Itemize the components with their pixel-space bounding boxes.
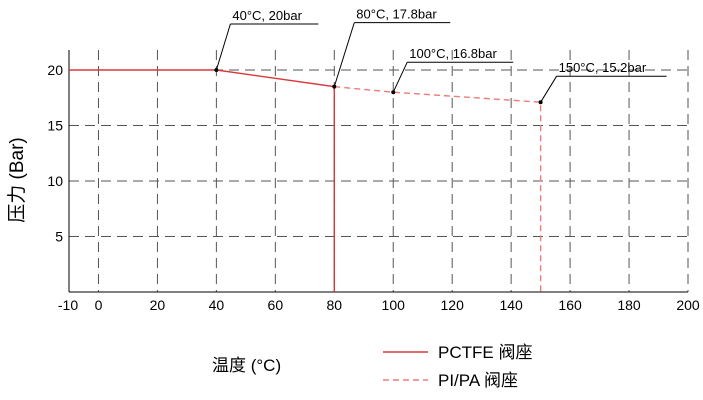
x-tick-label: 160 xyxy=(558,297,582,313)
annotation-label: 100°C, 16.8bar xyxy=(409,46,497,61)
x-tick-label: 60 xyxy=(268,297,284,313)
annotation-marker xyxy=(538,100,543,105)
series-line-pctfe xyxy=(69,69,335,292)
x-tick-label: 0 xyxy=(95,297,103,313)
y-tick-label: 5 xyxy=(55,229,63,245)
y-axis-label: 压力 (Bar) xyxy=(6,137,28,223)
y-tick-label: 10 xyxy=(47,173,63,189)
x-tick-label: 140 xyxy=(499,297,523,313)
annotation-label: 150°C, 15.2bar xyxy=(559,60,647,75)
x-tick-label: 100 xyxy=(382,297,406,313)
x-tick-label: 120 xyxy=(441,297,465,313)
x-tick-label: 80 xyxy=(326,297,342,313)
y-tick-label: 15 xyxy=(47,118,63,134)
legend-label-pctfe: PCTFE 阀座 xyxy=(438,343,532,362)
annotation-leader xyxy=(215,23,231,71)
series-line-pi-pa xyxy=(334,85,542,292)
annotation-marker xyxy=(391,90,396,95)
annotation-label: 80°C, 17.8bar xyxy=(356,7,437,22)
legend: PCTFE 阀座 PI/PA 阀座 xyxy=(383,343,532,390)
x-tick-label: 20 xyxy=(150,297,166,313)
x-tick-label: -10 xyxy=(58,297,78,313)
legend-label-pi-pa: PI/PA 阀座 xyxy=(438,371,518,390)
x-tick-label: 40 xyxy=(209,297,225,313)
annotation-leader xyxy=(333,22,355,87)
x-tick-label: 200 xyxy=(676,297,700,313)
annotation-leader xyxy=(540,75,558,103)
x-tick-label: 180 xyxy=(617,297,641,313)
x-axis-label: 温度 (°C) xyxy=(212,356,281,375)
annotation-leader xyxy=(392,61,408,93)
annotation-marker xyxy=(214,68,219,72)
y-tick-label: 20 xyxy=(47,62,63,78)
annotation-marker xyxy=(332,84,337,89)
annotation-label: 40°C, 20bar xyxy=(232,8,302,23)
